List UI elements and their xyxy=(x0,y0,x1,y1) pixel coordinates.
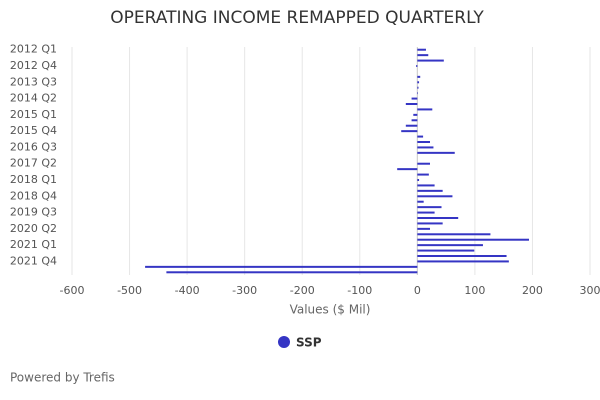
bar xyxy=(417,92,418,95)
bar xyxy=(166,271,418,274)
x-tick-label: 300 xyxy=(580,284,600,297)
bar xyxy=(411,97,418,100)
bar xyxy=(417,108,433,111)
bar xyxy=(417,195,453,198)
x-tick-label: 0 xyxy=(414,284,421,297)
legend-marker xyxy=(278,336,290,348)
y-tick-label: 2013 Q3 xyxy=(10,75,57,88)
bar xyxy=(417,54,429,57)
bar xyxy=(417,135,424,138)
bar xyxy=(417,189,443,192)
bar xyxy=(401,130,418,133)
bar xyxy=(405,103,418,105)
bar xyxy=(417,255,507,257)
bar xyxy=(417,59,444,62)
bar xyxy=(417,249,475,252)
x-tick-label: 200 xyxy=(522,284,543,297)
y-tick-label: 2014 Q2 xyxy=(10,92,57,105)
bar xyxy=(417,173,429,176)
x-axis-label: Values ($ Mil) xyxy=(290,303,371,317)
bar xyxy=(417,238,529,241)
footer: Powered by Trefis xyxy=(10,371,115,385)
y-tick-label: 2021 Q4 xyxy=(10,254,57,267)
bar xyxy=(417,227,430,230)
legend-label: SSP xyxy=(296,336,322,350)
bar xyxy=(417,75,421,78)
y-tick-label: 2012 Q4 xyxy=(10,59,57,72)
bar xyxy=(417,146,434,149)
bar xyxy=(417,81,420,84)
y-tick-label: 2012 Q1 xyxy=(10,43,57,56)
bar xyxy=(417,184,435,187)
y-tick-label: 2015 Q1 xyxy=(10,108,57,121)
bar xyxy=(413,113,418,116)
y-tick-label: 2015 Q4 xyxy=(10,124,57,137)
bar xyxy=(417,211,435,214)
bar xyxy=(417,200,424,203)
bar xyxy=(417,179,420,181)
bar xyxy=(417,233,491,236)
y-tick-label: 2017 Q2 xyxy=(10,157,57,170)
bar xyxy=(417,260,509,263)
bar xyxy=(417,86,419,89)
bar xyxy=(417,141,430,143)
bar xyxy=(411,119,418,122)
bar xyxy=(145,265,418,268)
bar xyxy=(417,206,442,209)
bar xyxy=(417,217,459,219)
x-tick-label: -100 xyxy=(347,284,372,297)
bar xyxy=(405,124,418,127)
y-tick-label: 2018 Q4 xyxy=(10,189,57,202)
bar xyxy=(417,48,426,51)
x-tick-label: -400 xyxy=(175,284,200,297)
bar xyxy=(417,222,443,225)
y-tick-label: 2020 Q2 xyxy=(10,222,57,235)
y-tick-label: 2016 Q3 xyxy=(10,140,57,153)
bar xyxy=(416,65,418,67)
chart-title: OPERATING INCOME REMAPPED QUARTERLY xyxy=(110,8,484,28)
bar xyxy=(417,151,455,154)
bar xyxy=(397,168,418,171)
y-tick-label: 2018 Q1 xyxy=(10,173,57,186)
bar xyxy=(417,162,430,165)
x-tick-label: -200 xyxy=(290,284,315,297)
y-tick-label: 2021 Q1 xyxy=(10,238,57,251)
y-tick-label: 2019 Q3 xyxy=(10,206,57,219)
x-tick-label: -500 xyxy=(117,284,142,297)
x-tick-label: 100 xyxy=(464,284,485,297)
x-tick-label: -600 xyxy=(60,284,85,297)
x-tick-label: -300 xyxy=(232,284,257,297)
bar xyxy=(417,244,483,247)
